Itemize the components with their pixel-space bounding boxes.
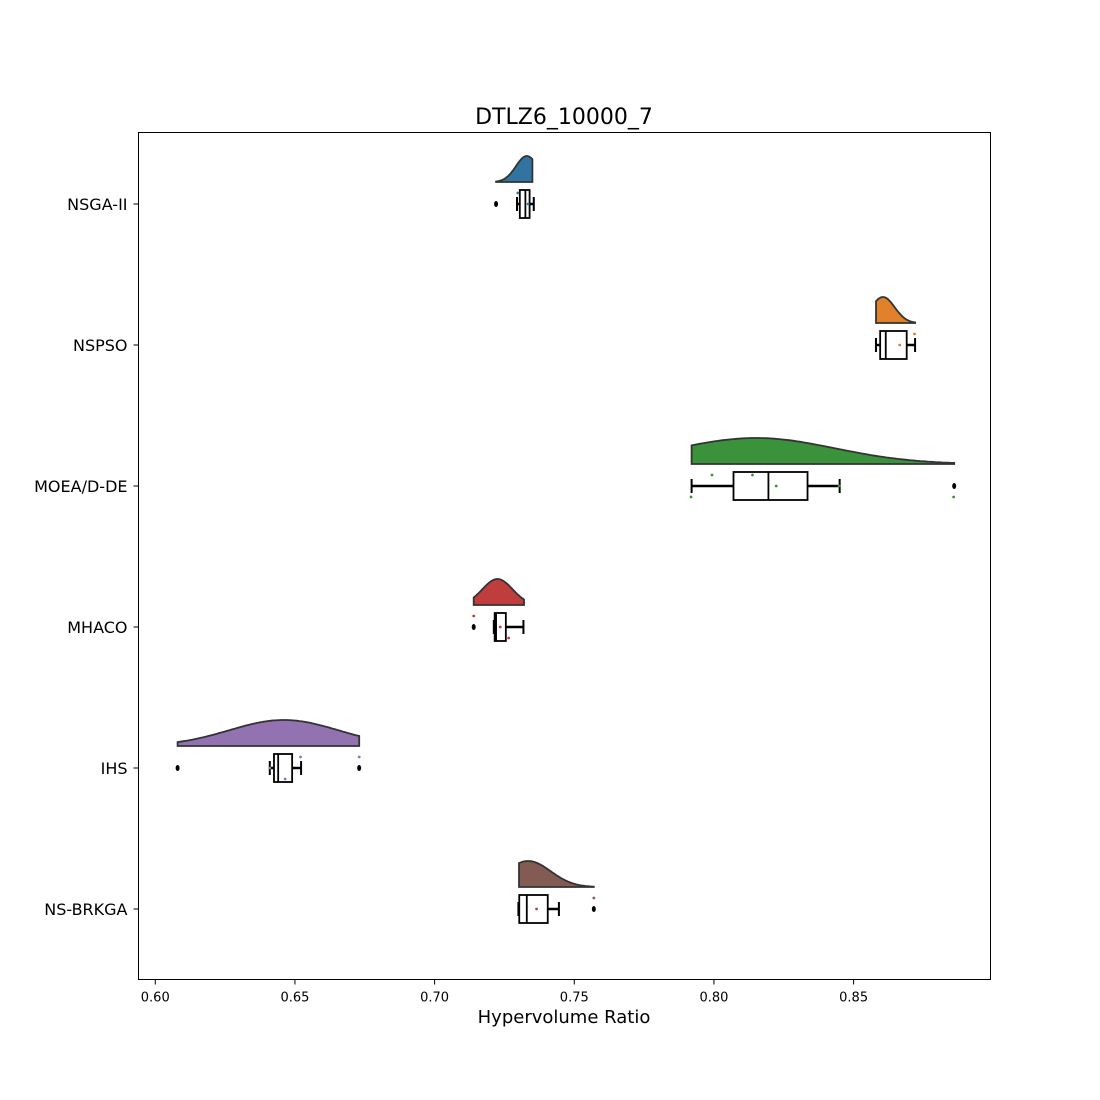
rain-point-nspso-0 <box>913 332 916 336</box>
rain-point-moea-d-de-4 <box>837 484 841 488</box>
category-label-nsga-ii: NSGA-II <box>67 195 127 214</box>
violin-ns-brkga <box>518 860 595 888</box>
x-tick-label-4: 0.80 <box>699 991 728 1006</box>
rain-point-nsga-ii-0 <box>516 191 520 195</box>
x-tick-label-1: 0.65 <box>280 991 309 1006</box>
rain-point-moea-d-de-0 <box>751 473 754 477</box>
rain-point-nspso-1 <box>898 343 902 347</box>
outlier-ns-brkga-0 <box>591 906 596 912</box>
rain-point-ihs-3 <box>299 755 302 759</box>
rain-point-moea-d-de-1 <box>774 484 778 488</box>
rain-point-ihs-2 <box>283 777 287 781</box>
box-nspso <box>879 330 908 360</box>
category-label-nspso: NSPSO <box>73 336 128 355</box>
y-axis: NSGA-II NSPSO MOEA/D-DE MHACO IHS NS-BRKGA <box>34 195 139 919</box>
x-axis: 0.60 0.65 0.70 0.75 0.80 0.85 <box>141 979 868 1006</box>
rain-point-ns-brkga-1 <box>535 907 538 911</box>
violin-moea-d-de <box>690 437 956 465</box>
chart-title: DTLZ6_10000_7 <box>475 105 653 130</box>
rain-point-nsga-ii-1 <box>526 202 530 206</box>
rain-point-mhaco-0 <box>472 614 476 618</box>
rain-point-ihs-0 <box>357 755 361 759</box>
outlier-ihs-1 <box>357 765 362 771</box>
x-tick-label-3: 0.75 <box>560 991 589 1006</box>
category-label-moea-d-de: MOEA/D-DE <box>34 477 127 496</box>
plot-area <box>175 155 957 924</box>
x-axis-label: Hypervolume Ratio <box>478 1007 651 1028</box>
rain-point-moea-d-de-3 <box>710 473 714 477</box>
rain-point-moea-d-de-5 <box>952 495 956 499</box>
rain-point-mhaco-2 <box>507 636 511 640</box>
plot-frame <box>138 132 991 980</box>
rain-point-mhaco-1 <box>498 625 502 629</box>
violin-mhaco <box>472 578 525 606</box>
rain-point-ihs-1 <box>268 766 272 770</box>
violin-nsga-ii <box>495 155 534 183</box>
category-label-ns-brkga: NS-BRKGA <box>44 900 127 919</box>
outlier-moea-d-de-0 <box>952 483 957 489</box>
outlier-nsga-ii-0 <box>494 201 499 207</box>
x-tick-label-2: 0.70 <box>420 991 449 1006</box>
rain-point-moea-d-de-2 <box>689 495 693 499</box>
box-ihs <box>273 753 294 783</box>
x-tick-label-0: 0.60 <box>141 991 170 1006</box>
category-label-mhaco: MHACO <box>67 618 127 637</box>
x-tick-label-5: 0.85 <box>839 991 868 1006</box>
violin-ihs <box>176 719 361 747</box>
rain-point-ns-brkga-0 <box>592 896 596 900</box>
outlier-mhaco-0 <box>471 624 476 630</box>
category-label-ihs: IHS <box>101 759 128 778</box>
outlier-ihs-0 <box>175 765 180 771</box>
violin-nspso <box>875 296 916 324</box>
box-ns-brkga <box>518 894 549 924</box>
box-moea-d-de <box>732 471 809 501</box>
